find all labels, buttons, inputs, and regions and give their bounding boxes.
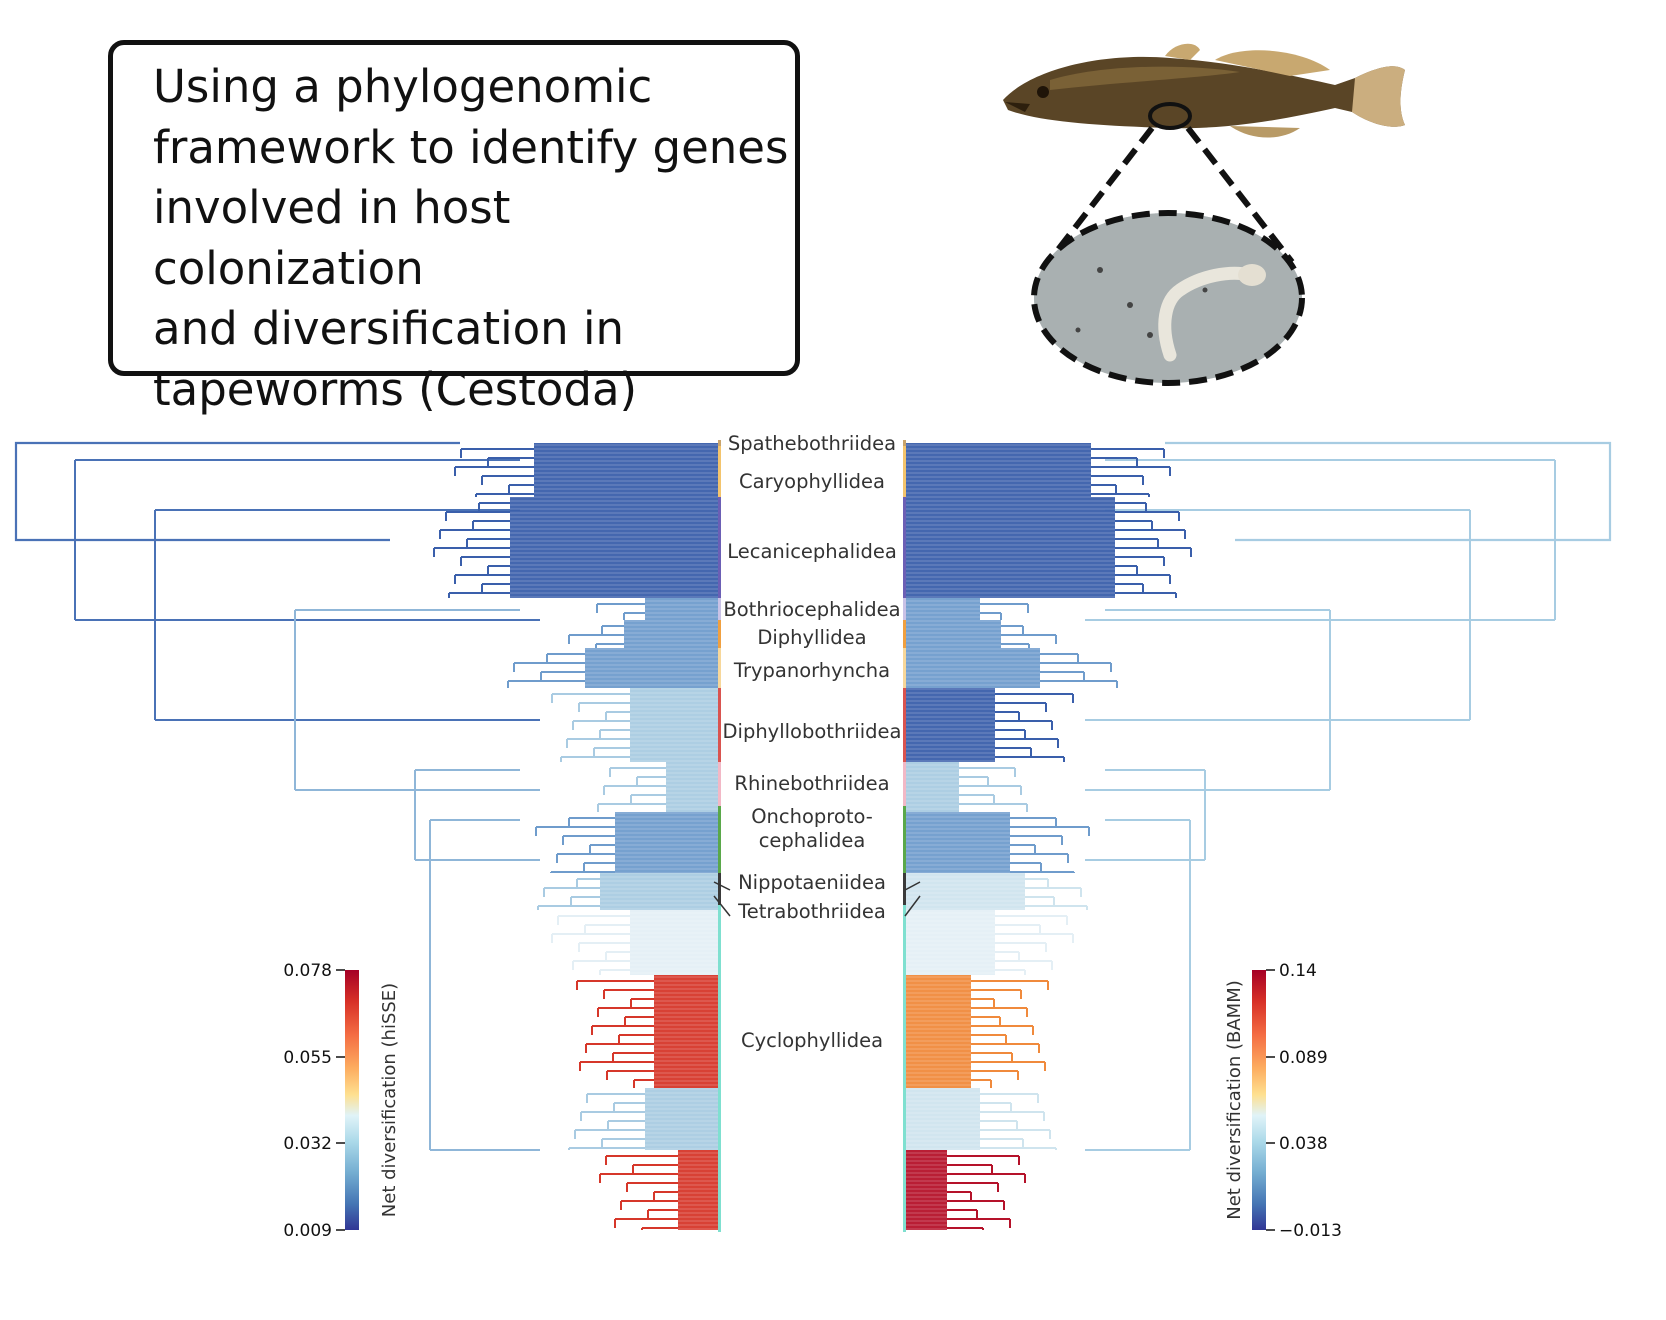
clade-bar-left-nippotaeniidea [718, 873, 721, 878]
clade-bar-left-trypanorhyncha [718, 648, 721, 688]
title-box: Using a phylogenomic framework to identi… [108, 40, 800, 416]
clade-bar-left-cyclophyllidea [718, 905, 721, 1232]
inset-frame [1031, 210, 1305, 386]
left-color-legend: 0.078 0.055 0.032 0.009 Net diversification… [283, 961, 400, 1241]
clade-bar-right-cyclophyllidea [903, 905, 906, 1232]
right-legend-title: Net diversification (BAMM) [1224, 980, 1245, 1219]
clade-labels: Spathebothriidea Caryophyllidea Lecaniceph… [723, 432, 902, 1052]
clade-label-cyclophyllidea: Cyclophyllidea [741, 1029, 883, 1052]
clade-bar-right-tetrabothriidea [903, 878, 906, 905]
clade-bar-right-onchoproto-cephalidea [903, 806, 906, 873]
left-legend-tick: 0.032 [283, 1134, 332, 1154]
clade-bar-right-diphyllidea [903, 620, 906, 648]
clade-bar-left-diphyllobothriidea [718, 688, 721, 762]
clade-bar-right-bothriocephalidea [903, 598, 906, 620]
clade-label-bothriocephalidea: Bothriocephalidea [723, 598, 900, 621]
clade-label-rhinebothriidea: Rhinebothriidea [734, 772, 889, 795]
clade-bar-right-lecanicephalidea [903, 497, 906, 598]
right-phylogeny [905, 441, 1612, 1230]
clade-label-onchoproto-cephalidea: Onchoproto-cephalidea [751, 805, 873, 852]
left-legend-tick: 0.055 [283, 1048, 332, 1068]
clade-bar-right-trypanorhyncha [903, 648, 906, 688]
clade-bar-left-tetrabothriidea [718, 878, 721, 905]
clade-bar-left-lecanicephalidea [718, 497, 721, 598]
clade-bar-left-onchoproto-cephalidea [718, 806, 721, 873]
fish-highlight-ring [1148, 102, 1192, 130]
right-legend-tick: 0.089 [1279, 1048, 1328, 1068]
right-color-legend: 0.14 0.089 0.038 −0.013 Net diversification… [1224, 961, 1342, 1241]
clade-bar-right-nippotaeniidea [903, 873, 906, 878]
clade-bar-left-spathebothriidea [718, 440, 721, 446]
clade-bar-right-spathebothriidea [903, 440, 906, 446]
clade-leader-lines [713, 881, 921, 917]
clade-label-spathebothriidea: Spathebothriidea [728, 432, 896, 455]
clade-label-caryophyllidea: Caryophyllidea [739, 470, 885, 493]
left-legend-title: Net diversification (hiSSE) [379, 983, 400, 1217]
clade-bar-left-rhinebothriidea [718, 762, 721, 806]
clade-label-lecanicephalidea: Lecanicephalidea [727, 540, 897, 563]
clade-bar-right-caryophyllidea [903, 446, 906, 497]
zoom-callout [1031, 126, 1305, 386]
clade-label-nippotaeniidea: Nippotaeniidea [738, 871, 886, 894]
clade-bar-right-rhinebothriidea [903, 762, 906, 806]
left-legend-tick: 0.078 [283, 961, 332, 981]
clade-label-trypanorhyncha: Trypanorhyncha [733, 659, 890, 682]
right-legend-tick: 0.14 [1279, 961, 1317, 981]
clade-bar-left-caryophyllidea [718, 446, 721, 497]
clade-bar-left-diphyllidea [718, 620, 721, 648]
clade-label-tetrabothriidea: Tetrabothriidea [737, 900, 886, 923]
right-legend-tick: 0.038 [1279, 1134, 1328, 1154]
clade-bar-left-bothriocephalidea [718, 598, 721, 620]
clade-label-diphyllobothriidea: Diphyllobothriidea [723, 720, 902, 743]
left-legend-tick: 0.009 [283, 1221, 332, 1241]
clade-label-diphyllidea: Diphyllidea [757, 626, 866, 649]
left-phylogeny [14, 441, 720, 1230]
clade-color-bars [718, 440, 906, 1232]
fish-image [1003, 43, 1405, 138]
title-text: Using a phylogenomic framework to identi… [153, 60, 789, 416]
clade-bar-right-diphyllobothriidea [903, 688, 906, 762]
right-legend-tick: −0.013 [1279, 1221, 1342, 1241]
